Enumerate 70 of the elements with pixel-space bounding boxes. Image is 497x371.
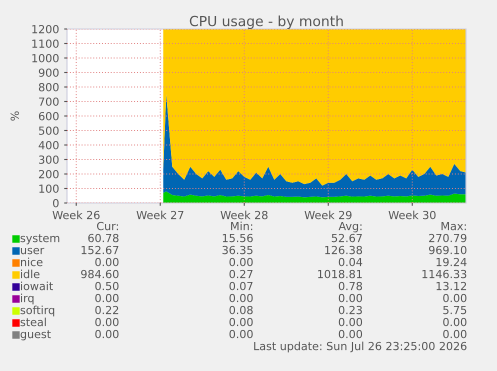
text: 0.00 <box>338 294 362 302</box>
text: 0.00 <box>229 294 253 302</box>
y-tick-label: 100 <box>39 184 59 193</box>
x-tick-label: Week 26 <box>52 210 100 220</box>
text: Min: <box>231 222 252 230</box>
text: 0.00 <box>338 318 362 326</box>
legend-label: iowait <box>21 282 53 290</box>
y-tick-label: 400 <box>38 140 59 150</box>
y-tick-label: 200 <box>38 170 59 178</box>
y-axis-title: % <box>10 111 19 121</box>
text: 36.35 <box>222 246 252 254</box>
text: 0.27 <box>229 270 253 278</box>
text: 0.07 <box>229 282 253 290</box>
text: 0.00 <box>443 294 466 302</box>
y-tick-label: 1200 <box>32 24 59 34</box>
y-tick-label: 600 <box>38 112 59 120</box>
y-tick-label: 300 <box>39 155 59 164</box>
y-tick-label: 500 <box>39 126 59 135</box>
text: 0.08 <box>229 306 253 314</box>
x-tick-label: Week 27 <box>136 210 184 220</box>
text: 1146.33 <box>422 270 466 278</box>
text: 0.04 <box>338 258 362 266</box>
legend-label: steal <box>20 318 46 326</box>
text: 152.67 <box>82 246 118 254</box>
text: 0.00 <box>95 330 119 338</box>
text: 13.12 <box>436 282 466 290</box>
text: 126.38 <box>325 246 362 254</box>
text: 969.10 <box>429 246 466 254</box>
text: 0.00 <box>443 318 466 326</box>
text: 0.00 <box>229 258 253 266</box>
text: 0.23 <box>338 306 362 314</box>
legend-label: irq <box>21 294 34 304</box>
text: Max: <box>442 222 466 230</box>
legend-label: system <box>20 234 60 244</box>
x-tick-label: Week 29 <box>304 210 352 220</box>
legend-label: nice <box>21 258 42 266</box>
text: Last update: Sun Jul 26 23:25:00 2026 <box>254 342 466 352</box>
text: 5.75 <box>443 306 466 314</box>
y-tick-label: 1100 <box>32 39 59 48</box>
text: 0.00 <box>229 318 253 326</box>
text: 0.78 <box>338 282 362 290</box>
y-tick-label: 0 <box>53 198 59 208</box>
text: 52.67 <box>332 234 362 242</box>
y-tick-label: 900 <box>38 68 59 77</box>
legend-label: idle <box>21 270 40 278</box>
text: 0.00 <box>95 258 119 266</box>
text: 984.60 <box>81 270 119 278</box>
x-tick-label: Week 28 <box>220 210 268 220</box>
text: 0.00 <box>95 294 119 302</box>
text: 60.78 <box>88 234 119 242</box>
text: 19.24 <box>436 258 467 266</box>
text: 0.00 <box>443 330 466 338</box>
text: 0.00 <box>338 330 362 338</box>
text: 15.56 <box>222 234 253 242</box>
y-tick-label: 700 <box>39 97 59 106</box>
legend-label: user <box>20 248 44 254</box>
text: 0.00 <box>229 330 253 338</box>
text: 0.00 <box>95 318 119 326</box>
y-tick-label: 1000 <box>32 54 59 62</box>
text: 0.50 <box>95 282 119 290</box>
text: Cur: <box>96 222 118 230</box>
text: Avg: <box>338 222 362 232</box>
text: 1018.81 <box>318 270 362 278</box>
text: 0.22 <box>95 306 118 314</box>
y-tick-label: 800 <box>38 82 59 92</box>
legend-label: softirq <box>20 306 54 316</box>
text: 270.79 <box>429 234 466 242</box>
legend-label: guest <box>20 330 51 340</box>
chart-title: CPU usage - by month <box>190 16 343 29</box>
x-tick-label: Week 30 <box>388 210 436 220</box>
